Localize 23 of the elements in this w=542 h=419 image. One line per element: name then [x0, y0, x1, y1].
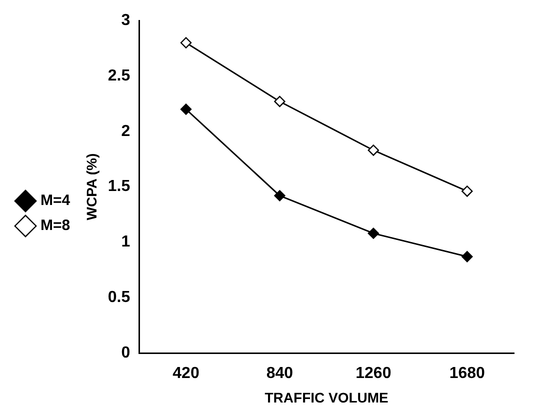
point [462, 251, 473, 262]
x-tick-label: 1680 [449, 365, 486, 382]
x-tick-label: 420 [172, 365, 200, 382]
x-tick-label: 1260 [356, 365, 392, 382]
x-axis-title: TRAFFIC VOLUME [264, 389, 388, 406]
point [274, 190, 286, 202]
y-axis-title: WCPA (%) [83, 153, 100, 220]
point [462, 186, 473, 197]
point [368, 144, 380, 156]
y-tick-label: 0 [121, 344, 130, 362]
y-tick-label: 2.5 [108, 67, 130, 84]
point [274, 96, 286, 108]
point [368, 228, 380, 239]
y-tick-label: 0.5 [108, 289, 130, 306]
y-tick-label: 2 [121, 122, 130, 140]
legend-label: M=8 [40, 217, 70, 234]
y-tick-label: 3 [121, 12, 130, 30]
y-tick-label: 1.5 [108, 178, 130, 196]
point [180, 37, 192, 48]
y-tick-label: 1 [121, 234, 130, 251]
x-tick-label: 840 [266, 365, 294, 382]
point [180, 104, 192, 115]
legend-label: M=4 [40, 192, 71, 210]
